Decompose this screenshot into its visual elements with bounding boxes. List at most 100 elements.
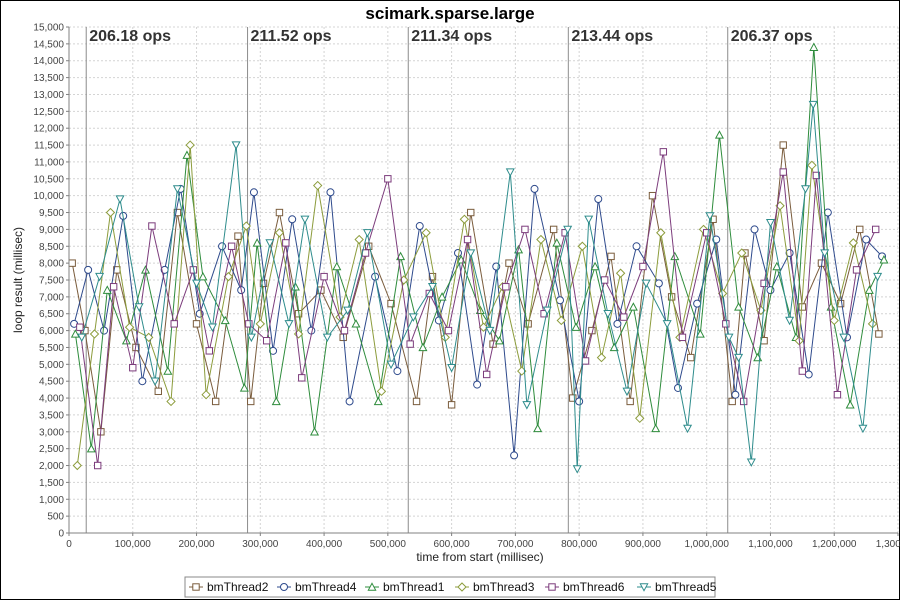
data-point (262, 337, 271, 345)
data-point (533, 423, 543, 433)
phase-ops-label: 211.52 ops (251, 28, 332, 45)
data-point (406, 340, 414, 348)
legend-label: bmThread5 (655, 580, 717, 594)
data-point (182, 150, 192, 159)
y-tick-label: 6,000 (39, 326, 64, 337)
y-tick-label: 10,500 (33, 174, 64, 185)
data-point (571, 322, 581, 331)
data-point (201, 389, 211, 400)
data-point (641, 279, 651, 289)
data-point (150, 377, 160, 386)
data-point (804, 370, 813, 379)
legend-box (184, 576, 716, 598)
data-point (322, 333, 332, 343)
y-tick-label: 4,500 (39, 377, 64, 388)
y-tick-label: 4,000 (39, 394, 64, 405)
data-point (626, 397, 634, 406)
data-point (809, 42, 819, 51)
data-point (875, 330, 883, 338)
data-point (858, 424, 868, 434)
y-tick-label: 11,000 (34, 157, 64, 168)
data-point (714, 130, 724, 139)
y-tick-label: 3,500 (39, 410, 64, 421)
data-point (269, 346, 278, 355)
data-point (227, 242, 236, 250)
x-tick-label: 500,000 (370, 539, 407, 550)
data-point (259, 279, 268, 288)
data-point (467, 208, 475, 217)
data-point (654, 279, 663, 288)
legend-item: bmThread1 (365, 580, 445, 594)
legend-swatch-marker (639, 583, 649, 592)
data-point (345, 397, 354, 406)
data-point (428, 272, 437, 281)
y-tick-label: 500 (47, 512, 64, 523)
data-point (473, 380, 482, 389)
data-point (478, 322, 489, 332)
data-point (425, 289, 433, 298)
data-point (683, 424, 693, 434)
data-point (635, 413, 645, 424)
data-point (105, 207, 116, 218)
data-point (746, 458, 756, 467)
data-point (639, 262, 647, 271)
x-tick-label: 800,000 (561, 539, 598, 550)
data-point (779, 168, 787, 176)
data-point (556, 315, 567, 326)
data-point (662, 320, 672, 329)
y-tick-label: 7,000 (39, 292, 64, 303)
data-point (415, 222, 424, 231)
data-point (659, 148, 668, 156)
legend: bmThread2 bmThread4 bmThread1 bmThread3 bmTh… (184, 576, 717, 598)
data-point (766, 286, 775, 295)
data-point (807, 160, 817, 171)
data-point (530, 184, 539, 193)
series-line (76, 145, 873, 466)
series-line (79, 151, 877, 466)
data-point (800, 185, 811, 194)
data-point (93, 461, 102, 470)
x-tick-label: 200,000 (178, 539, 215, 550)
data-point (207, 323, 218, 332)
data-point (386, 360, 396, 370)
data-point (95, 272, 105, 282)
data-point (271, 396, 281, 406)
data-point (309, 427, 320, 436)
data-point (373, 396, 383, 406)
data-point (864, 285, 874, 294)
data-point (252, 238, 262, 247)
data-point (444, 326, 453, 335)
legend-label: bmThread4 (295, 580, 357, 594)
data-point (536, 234, 546, 245)
data-point (255, 319, 266, 329)
y-tick-label: 12,000 (33, 124, 64, 135)
data-point (384, 175, 392, 183)
data-point (485, 326, 495, 336)
x-tick-label: 0 (66, 539, 72, 550)
data-point (282, 239, 290, 247)
x-tick-label: 1,200,000 (812, 539, 857, 550)
y-tick-label: 15,000 (33, 23, 64, 34)
y-tick-label: 1,500 (39, 478, 64, 489)
data-point (320, 272, 328, 281)
data-point (312, 180, 323, 191)
x-axis-title: time from start (millisec) (416, 550, 543, 564)
data-point (724, 333, 734, 343)
data-point (820, 249, 830, 258)
data-point (447, 364, 457, 373)
data-point (198, 271, 208, 281)
data-point (298, 374, 306, 382)
data-point (393, 367, 402, 376)
data-point (734, 302, 744, 311)
y-tick-label: 5,500 (39, 343, 64, 354)
legend-label: bmThread1 (383, 580, 445, 594)
data-point (829, 315, 839, 326)
data-point (437, 292, 447, 301)
data-point (290, 281, 300, 291)
y-tick-label: 9,000 (39, 225, 64, 236)
data-point (750, 225, 759, 234)
legend-swatch-marker (192, 583, 200, 591)
data-point (288, 215, 297, 224)
data-point (856, 225, 864, 234)
data-point (185, 140, 195, 150)
